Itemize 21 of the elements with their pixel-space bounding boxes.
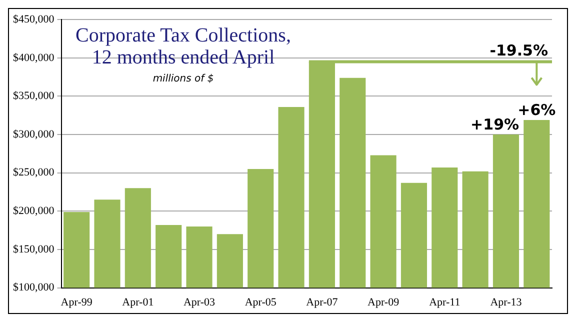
y-tick-label: $200,000 [13,205,55,218]
y-tick-label: $150,000 [13,243,55,256]
y-tick-label: $250,000 [13,166,55,179]
x-tick-label: Apr-07 [306,296,338,308]
annotation: -19.5% [490,42,548,60]
y-tick-label: $100,000 [13,282,55,294]
annotation: +6% [518,100,556,119]
y-tick-label: $400,000 [13,52,55,64]
x-tick-label: Apr-13 [490,296,522,308]
annotation: +19% [470,116,520,134]
y-tick-label: $300,000 [13,128,55,140]
x-tick-label: Apr-03 [183,296,216,308]
x-tick-label: Apr-01 [122,296,154,308]
text: millions of $ [152,74,214,85]
x-tick-label: Apr-05 [244,296,277,308]
x-tick-label: Apr-99 [60,296,93,308]
y-tick-label: $450,000 [13,13,55,26]
text: Corporate Tax Collections, 12 months ended April [76,24,291,69]
y-tick-label: $350,000 [13,90,55,102]
x-tick-label: Apr-11 [429,296,460,308]
x-tick-label: Apr-09 [368,296,400,308]
